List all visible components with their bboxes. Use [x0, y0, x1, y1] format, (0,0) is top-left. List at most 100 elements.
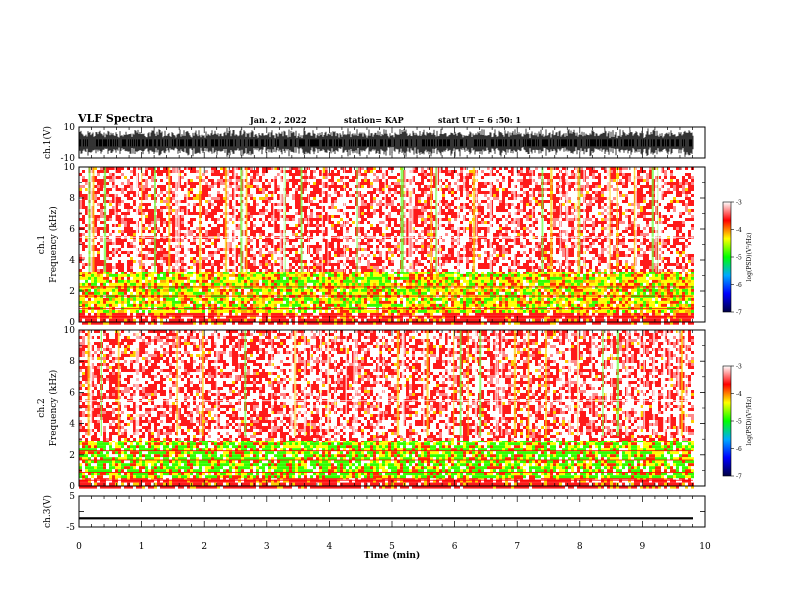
spectrogram-cell — [652, 276, 655, 280]
spectrogram-cell — [667, 309, 670, 313]
spectrogram-cell — [223, 297, 226, 301]
spectrogram-cell — [427, 167, 430, 170]
spectrogram-cell — [190, 300, 193, 304]
spectrogram-cell — [379, 315, 382, 319]
spectrogram-cell — [187, 318, 190, 322]
spectrogram-cell — [532, 273, 535, 277]
spectrogram-cell — [529, 312, 532, 316]
spectrogram-cell — [439, 276, 442, 280]
spectrogram-cell — [376, 167, 379, 170]
spectrogram-cell — [193, 279, 196, 283]
spectrogram-cell — [529, 318, 532, 322]
spectrogram-cell — [151, 279, 154, 283]
spectrogram-cell — [571, 173, 574, 176]
spectrogram-cell — [664, 270, 667, 274]
spectrogram-cell — [607, 288, 610, 292]
spectrogram-cell — [334, 309, 337, 313]
spectrogram-cell — [571, 182, 574, 185]
spectrogram-cell — [244, 297, 247, 301]
spectrogram-cell — [610, 282, 613, 286]
spectrogram-cell — [97, 291, 100, 295]
spectrogram-cell — [400, 288, 403, 292]
spectrogram-cell — [184, 182, 187, 185]
spectrogram-cell — [424, 300, 427, 304]
spectrogram-cell — [307, 279, 310, 283]
spectrogram-cell — [223, 282, 226, 286]
spectrogram-cell — [379, 321, 382, 325]
spectrogram-cell — [646, 300, 649, 304]
spectrogram-cell — [595, 321, 598, 325]
spectrogram-cell — [241, 315, 244, 319]
spectrogram-cell — [181, 321, 184, 325]
spectrogram-cell — [577, 273, 580, 277]
spectrogram-cell — [337, 315, 340, 319]
spectrogram-cell — [118, 276, 121, 280]
spectrogram-cell — [265, 300, 268, 304]
spectrogram-cell — [253, 291, 256, 295]
spectrogram-cell — [142, 297, 145, 301]
spectrogram-cell — [634, 321, 637, 325]
spectrogram-cell — [517, 173, 520, 176]
spectrogram-cell — [433, 270, 436, 274]
spectrogram-cell — [511, 170, 514, 173]
spectrogram-cell — [433, 312, 436, 316]
spectrogram-cell — [280, 279, 283, 283]
spectrogram-cell — [679, 270, 682, 274]
spectrogram-cell — [190, 291, 193, 295]
spectrogram-cell — [574, 279, 577, 283]
spectrogram-cell — [448, 312, 451, 316]
spectrogram-cell — [109, 303, 112, 307]
spectrogram-cell — [178, 276, 181, 280]
spectrogram-cell — [622, 300, 625, 304]
spectrogram-cell — [79, 270, 82, 274]
spectrogram-cell — [490, 312, 493, 316]
spectrogram-cell — [304, 297, 307, 301]
spectrogram-cell — [361, 182, 364, 185]
spectrogram-cell — [274, 176, 277, 179]
spectrogram-cell — [580, 282, 583, 286]
spectrogram-cell — [151, 270, 154, 274]
spectrogram-cell — [292, 276, 295, 280]
spectrogram-cell — [514, 303, 517, 307]
spectrogram-cell — [145, 276, 148, 280]
spectrogram-cell — [247, 182, 250, 185]
spectrogram-cell — [451, 300, 454, 304]
spectrogram-cell — [445, 176, 448, 179]
spectrogram-cell — [607, 276, 610, 280]
spectrogram-cell — [361, 167, 364, 170]
spectrogram-cell — [649, 282, 652, 286]
spectrogram-cell — [88, 279, 91, 283]
spectrogram-cell — [331, 318, 334, 322]
spectrogram-cell — [334, 279, 337, 283]
spectrogram-cell — [373, 176, 376, 179]
spectrogram-cell — [442, 315, 445, 319]
spectrogram-cell — [367, 270, 370, 274]
spectrogram-cell — [340, 170, 343, 173]
spectrogram-cell — [607, 318, 610, 322]
spectrogram-cell — [175, 315, 178, 319]
spectrogram-cell — [412, 179, 415, 182]
spectrogram-cell — [262, 182, 265, 185]
spectrogram-cell — [328, 312, 331, 316]
spectrogram-cell — [109, 179, 112, 182]
spectrogram-cell — [511, 315, 514, 319]
spectrogram-cell — [649, 315, 652, 319]
spectrogram-cell — [148, 182, 151, 185]
spectrogram-cell — [463, 318, 466, 322]
spectrogram-cell — [211, 170, 214, 173]
spectrogram-cell — [679, 312, 682, 316]
spectrogram-cell — [376, 173, 379, 176]
spectrogram-cell — [535, 167, 538, 170]
spectrogram-cell — [526, 303, 529, 307]
spectrogram-cell — [391, 173, 394, 176]
spectrogram-cell — [562, 309, 565, 313]
spectrogram-cell — [544, 321, 547, 325]
spectrogram-cell — [250, 315, 253, 319]
spectrogram-cell — [481, 176, 484, 179]
spectrogram-cell — [673, 297, 676, 301]
spectrogram-cell — [274, 182, 277, 185]
spectrogram-cell — [256, 273, 259, 277]
spectrogram-cell — [352, 297, 355, 301]
spectrogram-cell — [637, 288, 640, 292]
spectrogram-cell — [121, 309, 124, 313]
